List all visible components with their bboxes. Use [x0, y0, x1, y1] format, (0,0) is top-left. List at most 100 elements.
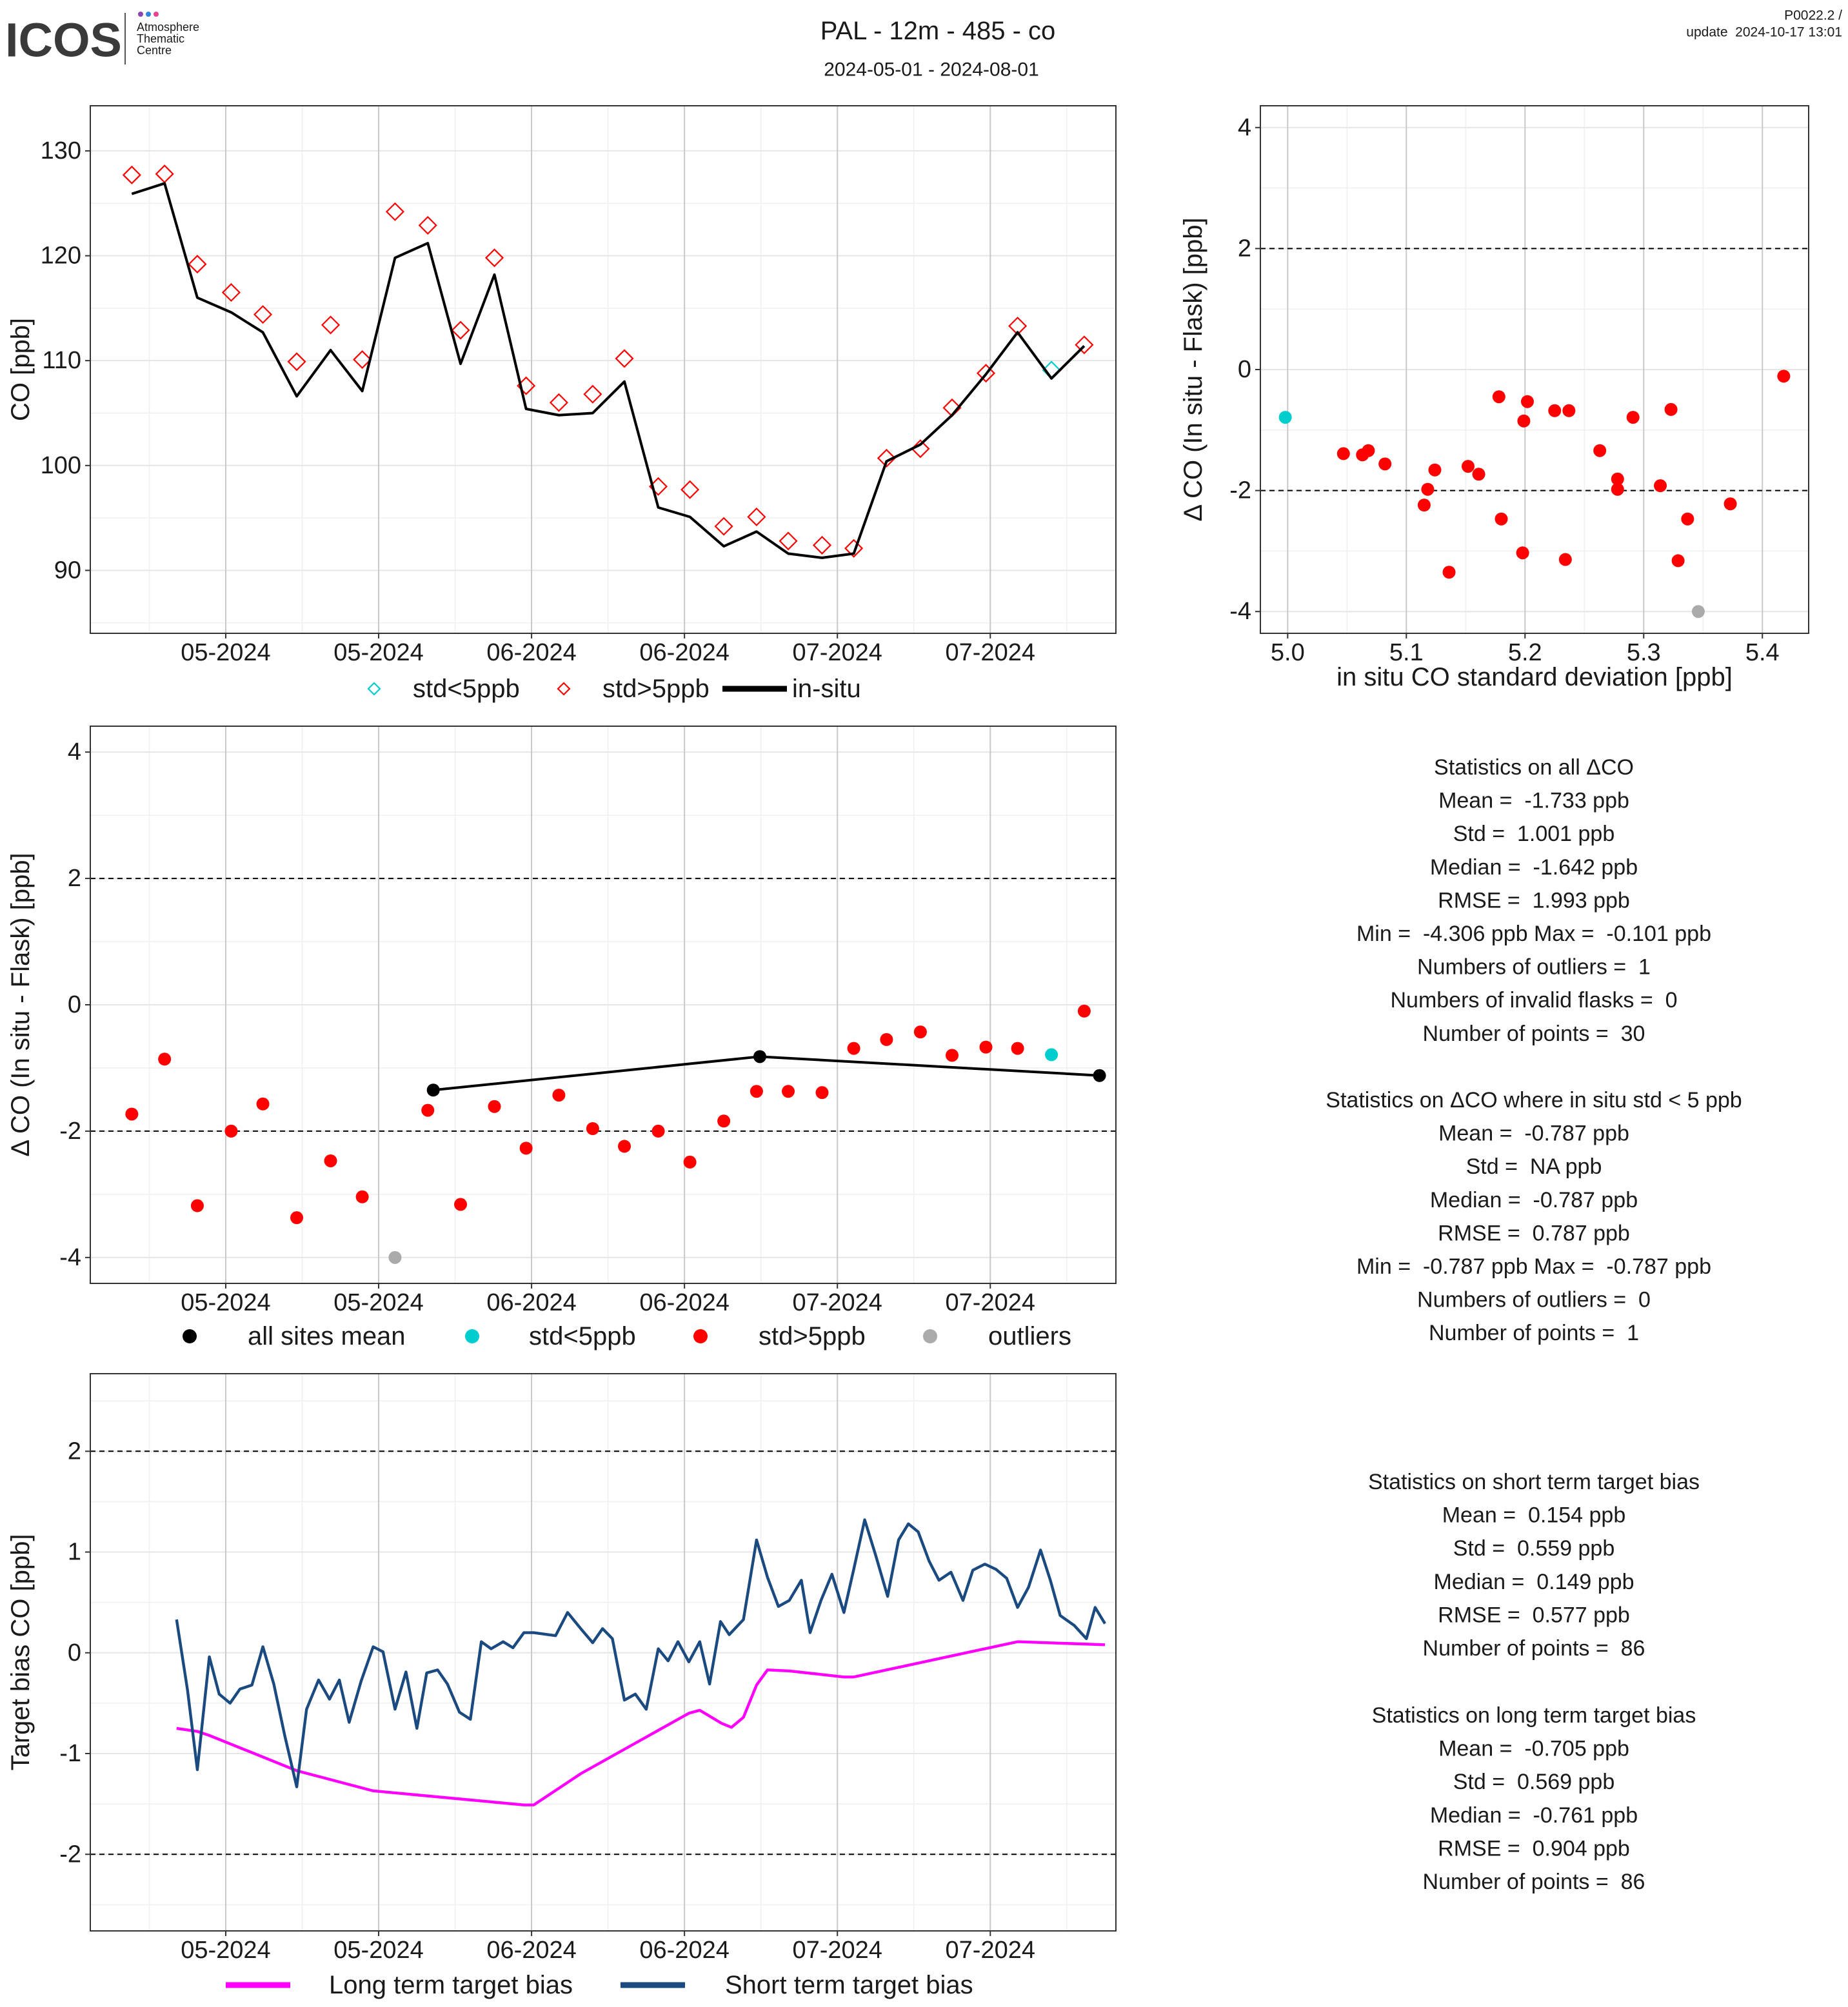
data-point [122, 165, 141, 184]
x-tick-label: 5.1 [1389, 639, 1424, 666]
statistics-title: Statistics on ΔCO where in situ std < 5 … [1326, 1088, 1742, 1112]
data-point [747, 507, 766, 527]
legend-label: in-situ [792, 675, 861, 703]
legend-symbol [557, 682, 571, 696]
data-point [1611, 472, 1624, 486]
plot-border [90, 726, 1117, 1284]
legend-label: all sites mean [248, 1322, 406, 1350]
x-tick-label: 07-2024 [946, 1937, 1035, 1964]
statistics-line: RMSE = 0.904 ppb [1438, 1836, 1630, 1861]
x-tick-label: 05-2024 [181, 1937, 270, 1964]
statistics-line: Std = 0.569 ppb [1453, 1770, 1615, 1794]
x-tick-label: 07-2024 [946, 639, 1035, 666]
plot-border [1260, 105, 1809, 634]
y-tick-label: -4 [1229, 598, 1251, 625]
data-point [421, 1103, 435, 1117]
y-tick-label: 2 [68, 1438, 81, 1465]
data-point [190, 1199, 204, 1212]
data-point [426, 1083, 440, 1097]
data-point [353, 350, 372, 370]
data-point [484, 248, 504, 268]
x-tick-label: 5.4 [1745, 639, 1780, 666]
data-point [913, 1025, 927, 1039]
legend-label: Short term target bias [725, 1971, 973, 1999]
y-tick-label: 130 [41, 137, 81, 164]
y-tick-label: -2 [59, 1118, 81, 1145]
data-point [1075, 335, 1094, 355]
data-point [1336, 447, 1350, 460]
legend-label: std>5ppb [602, 675, 710, 703]
data-point [1421, 482, 1435, 496]
statistics-line: Number of points = 86 [1423, 1870, 1645, 1894]
data-point [1378, 457, 1392, 471]
legend-label: Long term target bias [329, 1971, 573, 1999]
x-tick-label: 05-2024 [333, 639, 423, 666]
x-tick-label: 06-2024 [639, 1937, 729, 1964]
data-point [385, 202, 404, 221]
legend-label: std<5ppb [413, 675, 520, 703]
data-point [1558, 553, 1572, 566]
data-point [1562, 404, 1576, 417]
data-point [1011, 1042, 1024, 1055]
data-point [1548, 404, 1562, 417]
y-tick-label: 0 [1238, 356, 1251, 383]
y-tick-label: 110 [42, 347, 81, 374]
data-point [714, 517, 733, 536]
data-point [779, 531, 798, 551]
legend-symbol [693, 1329, 708, 1343]
data-point [1077, 1004, 1091, 1018]
y-tick-label: 4 [68, 738, 81, 766]
legend-label: std<5ppb [529, 1322, 636, 1350]
statistics-line: RMSE = 0.577 ppb [1438, 1603, 1630, 1627]
data-point [321, 315, 341, 335]
data-point [1520, 395, 1534, 408]
data-point [1681, 512, 1694, 526]
data-point [549, 393, 568, 412]
logo: ICOS [5, 14, 122, 67]
x-tick-label: 06-2024 [486, 1937, 576, 1964]
plot-background [90, 106, 1116, 633]
data-point [976, 364, 996, 383]
data-point [454, 1198, 468, 1211]
data-point [979, 1040, 993, 1054]
data-point [1654, 479, 1667, 493]
data-point [753, 1050, 766, 1063]
x-tick-label: 06-2024 [486, 1289, 576, 1316]
y-tick-label: -2 [1229, 477, 1251, 504]
data-point [1045, 1048, 1058, 1062]
data-point [1593, 444, 1607, 457]
logo-dot [146, 12, 151, 17]
x-tick-label: 07-2024 [792, 1937, 882, 1964]
statistics-title: Statistics on all ΔCO [1434, 755, 1634, 780]
data-point [717, 1114, 731, 1128]
title: PAL - 12m - 485 - co [820, 17, 1056, 45]
x-tick-label: 06-2024 [639, 1289, 729, 1316]
plot-border [90, 1373, 1117, 1932]
data-point [847, 1042, 860, 1055]
x-tick-label: 05-2024 [181, 639, 270, 666]
x-tick-label: 05-2024 [333, 1937, 423, 1964]
y-tick-label: -1 [59, 1740, 81, 1767]
data-point [750, 1085, 763, 1098]
y-axis-title: CO [ppb] [6, 318, 35, 421]
data-point [1492, 390, 1505, 404]
data-point [224, 1124, 238, 1138]
data-point [290, 1211, 304, 1225]
series-line [131, 182, 1086, 559]
legend-symbol [923, 1329, 937, 1343]
data-point [586, 1122, 599, 1135]
y-tick-label: 90 [54, 557, 81, 584]
statistics-line: Number of points = 1 [1429, 1321, 1639, 1345]
data-point [1495, 512, 1508, 526]
x-tick-label: 06-2024 [486, 639, 576, 666]
data-point [1626, 411, 1640, 424]
x-axis-title: in situ CO standard deviation [ppb] [1336, 663, 1733, 691]
data-point [552, 1089, 566, 1102]
statistics-line: Mean = -0.787 ppb [1438, 1122, 1629, 1146]
data-point [880, 1033, 893, 1046]
data-point [1611, 482, 1624, 496]
data-point [1417, 499, 1431, 512]
subtitle: 2024-05-01 - 2024-08-01 [824, 59, 1039, 81]
